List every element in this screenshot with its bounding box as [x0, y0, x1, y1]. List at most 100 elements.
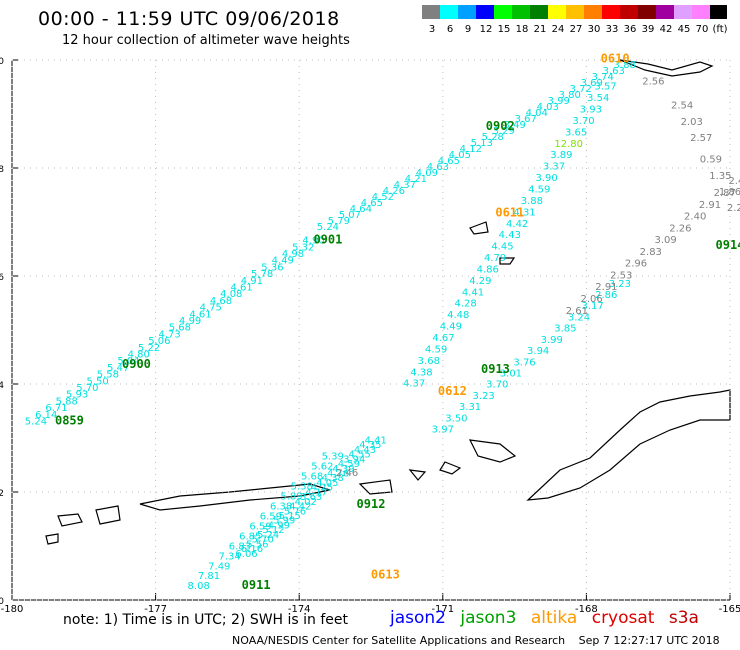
- color-swatch: [710, 5, 727, 19]
- color-swatch: [692, 5, 710, 19]
- lon-tick-label: -165: [719, 604, 740, 615]
- swh-value: 2.86: [595, 290, 617, 301]
- color-swatch: [512, 5, 530, 19]
- lon-tick-label: -174: [288, 604, 311, 615]
- lat-tick-label: 60: [0, 57, 4, 67]
- swh-value: 0.59: [700, 155, 722, 166]
- coastline: [526, 389, 731, 501]
- swh-value: 3.24: [568, 312, 590, 323]
- swh-value: 3.93: [580, 105, 602, 116]
- swh-value: 4.65: [361, 198, 383, 209]
- coastlines: [45, 59, 731, 545]
- color-scale-label: 70: [696, 24, 709, 35]
- swh-value: 3.88: [614, 60, 636, 71]
- color-swatch: [602, 5, 620, 19]
- swh-value: 5.88: [56, 396, 78, 407]
- swh-values: 5.246.146.715.885.935.705.505.585.475.04…: [25, 60, 740, 592]
- swh-value: 4.76: [327, 468, 349, 479]
- swh-value: 5.62: [311, 462, 333, 473]
- swh-value: 4.41: [365, 435, 387, 446]
- swh-value: 4.38: [322, 473, 344, 484]
- swh-value: 4.37: [394, 180, 416, 191]
- pass-label: 0901: [313, 233, 342, 247]
- swh-value: 7.49: [208, 561, 230, 572]
- swh-value: 2.2: [727, 203, 740, 214]
- swh-value: 4.68: [210, 296, 232, 307]
- coastline: [439, 461, 462, 475]
- swh-value: 3.99: [548, 96, 570, 107]
- swh-value: 4.03: [537, 102, 559, 113]
- lat-tick-label: 50: [0, 597, 4, 607]
- swh-value: 4.42: [506, 219, 528, 230]
- swh-value: 7.34: [218, 551, 240, 562]
- swh-value: 4.05: [316, 478, 338, 489]
- swh-value: 3.85: [554, 324, 576, 335]
- swh-value: 3.09: [654, 235, 676, 246]
- swh-value: 5.24: [25, 417, 47, 428]
- color-scale-label: 45: [678, 24, 691, 35]
- swh-value: 2.83: [640, 247, 662, 258]
- swh-value: 6.06: [235, 549, 257, 560]
- lat-tick-label: 54: [0, 381, 4, 391]
- swh-value: 4.63: [427, 162, 449, 173]
- footnote-note: note: 1) Time is in UTC; 2) SWH is in fe…: [63, 612, 349, 628]
- swh-value: 12.80: [554, 139, 583, 150]
- pass-label: 0902: [486, 119, 515, 133]
- swh-value: 3.68: [418, 356, 440, 367]
- swh-value: 5.04: [117, 356, 139, 367]
- swh-value: 5.93: [66, 390, 88, 401]
- lon-tick-label: -180: [1, 604, 24, 615]
- lon-tick-label: -177: [144, 604, 167, 615]
- swh-value: 5.12: [262, 525, 284, 536]
- swh-value: 5.38: [291, 482, 313, 493]
- pass-label: 0913: [481, 362, 510, 376]
- swh-value: 3.23: [609, 279, 631, 290]
- color-swatch: [674, 5, 692, 19]
- swh-value: 3.31: [459, 402, 481, 413]
- swh-value: 8.08: [188, 581, 210, 592]
- coastline: [95, 505, 121, 525]
- page-title: 00:00 - 11:59 UTC 09/06/2018: [38, 8, 340, 30]
- swh-value: 2.46: [336, 468, 358, 479]
- swh-value: 5.24: [317, 222, 339, 233]
- swh-value: 4.99: [179, 316, 201, 327]
- pass-label: 0911: [242, 578, 271, 592]
- swh-value: 5.36: [261, 262, 283, 273]
- swh-value: 5.70: [76, 383, 98, 394]
- coastline: [358, 479, 393, 495]
- swh-value: 3.01: [500, 369, 522, 380]
- swh-value: 3.50: [445, 413, 467, 424]
- swh-value: 4.80: [128, 350, 150, 361]
- coastline: [468, 439, 517, 463]
- swh-value: 5.39: [322, 452, 344, 463]
- lat-tick-label: 56: [0, 273, 4, 283]
- swh-value: 4.61: [189, 309, 211, 320]
- swh-value: 4.28: [454, 299, 476, 310]
- swh-value: 4.43: [354, 445, 376, 456]
- color-scale-label: 36: [624, 24, 637, 35]
- swh-value: 3.65: [565, 127, 587, 138]
- swh-value: 5.56: [246, 539, 268, 550]
- color-swatch: [458, 5, 476, 19]
- footer-credit: NOAA/NESDIS Center for Satellite Applica…: [232, 634, 720, 647]
- swh-value: 4.08: [220, 289, 242, 300]
- page-subtitle: 12 hour collection of altimeter wave hei…: [62, 33, 350, 48]
- swh-value: 4.52: [372, 192, 394, 203]
- satellite-legend: jason2 jason3 altika cryosat s3a: [390, 608, 708, 628]
- axis-ticks: -180 -177 -174 -171 -168 -165 50 52 54 56 58 60: [0, 57, 740, 615]
- swh-value: 5.79: [328, 216, 350, 227]
- pass-labels: 0859 0900 0901 0902 0610 0611 0612 0913 0914 0912…: [55, 52, 740, 593]
- swh-value: 2.54: [671, 101, 693, 112]
- swh-value: 4.49: [440, 322, 462, 333]
- swh-value: 5.24: [257, 530, 279, 541]
- swh-value: 4.64: [350, 204, 372, 215]
- swh-value: 3.72: [570, 84, 592, 95]
- swh-value: 2.40: [684, 212, 706, 223]
- color-scale-label: 39: [642, 24, 655, 35]
- swh-value: 5.58: [97, 370, 119, 381]
- swh-value: 4.04: [526, 108, 548, 119]
- color-scale-bar: 3 6 9 12 15 18 21 24 27 30 33 36 39 42 45 70 (ft): [422, 5, 727, 35]
- swh-value: 2.57: [690, 133, 712, 144]
- swh-value: 3.54: [587, 93, 609, 104]
